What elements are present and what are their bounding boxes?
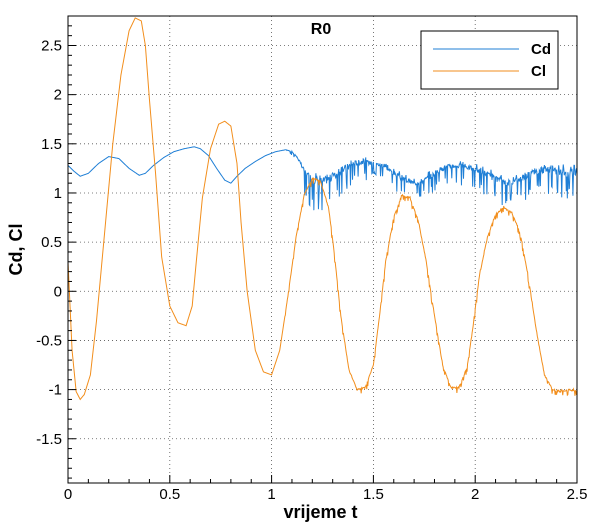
x-axis-title: vrijeme t	[283, 502, 357, 522]
chart-title: R0	[311, 21, 332, 38]
y-tick-label: -1	[49, 382, 62, 399]
y-tick-label: 2	[54, 87, 62, 104]
y-tick-label: 0.5	[41, 234, 62, 251]
ticks: 0 0.5 1 1.5 2 2.5 2.5 2 1.5 1 0.5 0 -0.5 -1 -1.5	[36, 25, 588, 503]
x-tick-label: 2.5	[567, 486, 588, 503]
x-tick-label: 0.5	[159, 486, 180, 503]
y-tick-label: -1.5	[36, 431, 62, 448]
y-tick-label: -0.5	[36, 332, 62, 349]
series-line-cl	[67, 17, 578, 401]
plot-frame	[67, 15, 578, 484]
legend-box	[420, 30, 559, 90]
y-tick-label: 2.5	[41, 37, 62, 54]
y-tick-label: 1	[54, 185, 62, 202]
y-tick-label: 1.5	[41, 136, 62, 153]
series-line-cd	[67, 146, 578, 211]
legend: Cd Cl	[420, 30, 559, 90]
series-group	[67, 17, 578, 401]
y-axis-title: Cd, Cl	[6, 224, 26, 276]
legend-label-cd: Cd	[531, 41, 551, 58]
x-tick-label: 1.5	[363, 486, 384, 503]
legend-label-cl: Cl	[531, 63, 546, 80]
x-tick-label: 2	[471, 486, 479, 503]
y-tick-label: 0	[54, 283, 62, 300]
x-tick-label: 1	[267, 486, 275, 503]
x-tick-label: 0	[64, 486, 72, 503]
